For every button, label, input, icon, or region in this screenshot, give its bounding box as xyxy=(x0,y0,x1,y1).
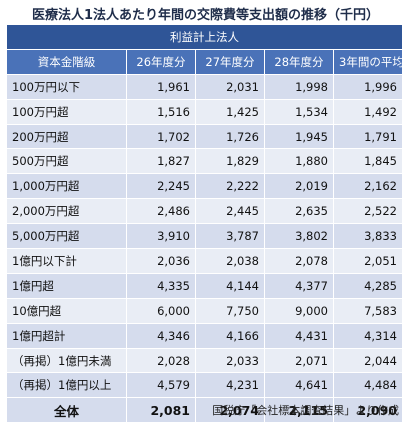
table-row: 2,000万円超 2,486 2,445 2,635 2,522 xyxy=(6,198,403,225)
row-label: 200万円超 xyxy=(6,123,127,150)
row-label: （再掲）1億円以上 xyxy=(6,372,127,399)
cell-value: 2,036 xyxy=(126,248,196,274)
row-label: 5,000万円超 xyxy=(6,223,127,250)
row-label: 10億円超 xyxy=(6,297,127,324)
cell-value: 4,166 xyxy=(195,322,265,349)
cell-value: 2,019 xyxy=(264,173,334,200)
source-note: 国税庁「会社標本調査結果」より作成 xyxy=(212,404,399,417)
column-header: 26年度分 xyxy=(126,48,196,75)
cell-value: 2,051 xyxy=(333,248,403,274)
row-label: 2,000万円超 xyxy=(6,198,127,225)
cell-value: 4,377 xyxy=(264,272,334,299)
cell-value: 2,635 xyxy=(264,198,334,225)
cell-value: 1,516 xyxy=(126,98,196,125)
cell-value: 2,522 xyxy=(333,198,403,225)
cell-value: 4,641 xyxy=(264,372,334,399)
cell-value: 2,090 xyxy=(333,397,403,423)
table-row: （再掲）1億円未満 2,028 2,033 2,071 2,044 xyxy=(6,347,403,374)
cell-value: 1,534 xyxy=(264,98,334,125)
cell-value: 2,033 xyxy=(195,347,265,374)
cell-value: 1,845 xyxy=(333,148,403,175)
table-row: （再掲）1億円以上 4,579 4,231 4,641 4,484 xyxy=(6,372,403,399)
total-row: 全体 2,081 2,074 2,115 2,090 xyxy=(6,397,403,423)
row-label: 1億円超計 xyxy=(6,322,127,349)
band-label: 利益計上法人 xyxy=(6,24,403,50)
row-label: 全体 xyxy=(6,397,127,423)
row-label: 500万円超 xyxy=(6,148,127,175)
cell-value: 1,998 xyxy=(264,73,334,100)
column-header: 3年間の平均 xyxy=(333,48,403,75)
column-header: 資本金階級 xyxy=(6,48,127,75)
table-row: 200万円超 1,702 1,726 1,945 1,791 xyxy=(6,123,403,150)
band-header-row: 利益計上法人 xyxy=(6,24,403,50)
cell-value: 2,074 xyxy=(195,397,265,423)
column-header: 27年度分 xyxy=(195,48,265,75)
table-row: 1,000万円超 2,245 2,222 2,019 2,162 xyxy=(6,173,403,200)
cell-value: 1,827 xyxy=(126,148,196,175)
cell-value: 7,583 xyxy=(333,297,403,324)
cell-value: 4,335 xyxy=(126,272,196,299)
cell-value: 1,726 xyxy=(195,123,265,150)
table-row: 5,000万円超 3,910 3,787 3,802 3,833 xyxy=(6,223,403,250)
table-row: 100万円以下 1,961 2,031 1,998 1,996 xyxy=(6,73,403,100)
cell-value: 2,445 xyxy=(195,198,265,225)
cell-value: 4,346 xyxy=(126,322,196,349)
cell-value: 2,071 xyxy=(264,347,334,374)
cell-value: 1,425 xyxy=(195,98,265,125)
cell-value: 1,961 xyxy=(126,73,196,100)
row-label: 100万円以下 xyxy=(6,73,127,100)
cell-value: 2,038 xyxy=(195,248,265,274)
cell-value: 1,996 xyxy=(333,73,403,100)
cell-value: 1,791 xyxy=(333,123,403,150)
row-label: 1,000万円超 xyxy=(6,173,127,200)
column-header-row: 資本金階級 26年度分 27年度分 28年度分 3年間の平均 xyxy=(6,48,403,75)
cell-value: 3,833 xyxy=(333,223,403,250)
column-header: 28年度分 xyxy=(264,48,334,75)
cell-value: 4,285 xyxy=(333,272,403,299)
cell-value: 2,162 xyxy=(333,173,403,200)
table-row: 1億円超計 4,346 4,166 4,431 4,314 xyxy=(6,322,403,349)
cell-value: 2,078 xyxy=(264,248,334,274)
cell-value: 9,000 xyxy=(264,297,334,324)
cell-value: 2,486 xyxy=(126,198,196,225)
table-row: 100万円超 1,516 1,425 1,534 1,492 xyxy=(6,98,403,125)
cell-value: 1,829 xyxy=(195,148,265,175)
table-row: 500万円超 1,827 1,829 1,880 1,845 xyxy=(6,148,403,175)
row-label: 1億円以下計 xyxy=(6,248,127,274)
expense-table: 利益計上法人 資本金階級 26年度分 27年度分 28年度分 3年間の平均 10… xyxy=(6,24,403,423)
cell-value: 3,802 xyxy=(264,223,334,250)
cell-value: 2,245 xyxy=(126,173,196,200)
table-row: 10億円超 6,000 7,750 9,000 7,583 xyxy=(6,297,403,324)
cell-value: 2,081 xyxy=(126,397,196,423)
cell-value: 3,787 xyxy=(195,223,265,250)
row-label: （再掲）1億円未満 xyxy=(6,347,127,374)
cell-value: 2,044 xyxy=(333,347,403,374)
cell-value: 6,000 xyxy=(126,297,196,324)
cell-value: 2,028 xyxy=(126,347,196,374)
cell-value: 4,484 xyxy=(333,372,403,399)
cell-value: 4,144 xyxy=(195,272,265,299)
cell-value: 2,222 xyxy=(195,173,265,200)
cell-value: 1,492 xyxy=(333,98,403,125)
cell-value: 1,702 xyxy=(126,123,196,150)
cell-value: 4,431 xyxy=(264,322,334,349)
table-row: 1億円超 4,335 4,144 4,377 4,285 xyxy=(6,272,403,299)
cell-value: 1,880 xyxy=(264,148,334,175)
table-row: 1億円以下計 2,036 2,038 2,078 2,051 xyxy=(6,248,403,274)
row-label: 100万円超 xyxy=(6,98,127,125)
row-label: 1億円超 xyxy=(6,272,127,299)
cell-value: 1,945 xyxy=(264,123,334,150)
page-title: 医療法人1法人あたり年間の交際費等支出額の推移（千円） xyxy=(31,8,380,23)
cell-value: 3,910 xyxy=(126,223,196,250)
cell-value: 2,031 xyxy=(195,73,265,100)
cell-value: 4,579 xyxy=(126,372,196,399)
cell-value: 7,750 xyxy=(195,297,265,324)
cell-value: 4,231 xyxy=(195,372,265,399)
cell-value: 4,314 xyxy=(333,322,403,349)
